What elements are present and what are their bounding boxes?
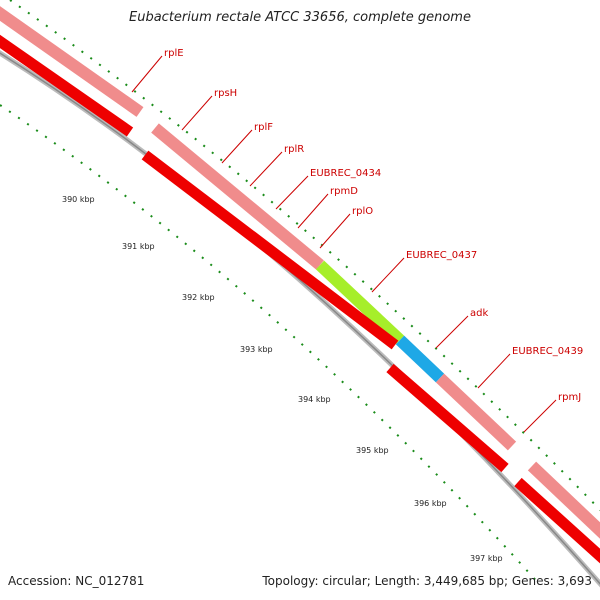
tick-label: 391 kbp <box>122 242 155 251</box>
map-title: Eubacterium rectale ATCC 33656, complete… <box>129 10 471 25</box>
gene-segment <box>527 461 600 539</box>
gene-label: EUBREC_0437 <box>406 250 477 261</box>
gene-band-outer <box>0 6 600 539</box>
gene-band-inner <box>0 34 600 564</box>
gene-segment <box>151 123 324 270</box>
gene-arrow <box>0 34 134 137</box>
label-leaders <box>131 55 557 433</box>
gene-label: rpmD <box>330 186 358 197</box>
gene-arrow <box>141 150 399 350</box>
tick-label: 390 kbp <box>62 195 95 204</box>
gene-label: rplF <box>254 122 273 133</box>
tick-label: 392 kbp <box>182 293 215 302</box>
gene-label: EUBREC_0439 <box>512 346 583 357</box>
gene-segment <box>0 6 144 117</box>
outer-ring <box>9 0 600 512</box>
accession-label: Accession: NC_012781 <box>8 574 145 588</box>
gene-segment <box>315 260 405 345</box>
gene-label: EUBREC_0434 <box>310 168 381 179</box>
gene-label: rpsH <box>214 88 237 99</box>
tick-label: 393 kbp <box>240 345 273 354</box>
genome-backbone <box>0 50 600 588</box>
tick-labels: 390 kbp 391 kbp 392 kbp 393 kbp 394 kbp … <box>62 195 503 563</box>
gene-label: rplR <box>284 144 304 155</box>
topology-label: Topology: circular; Length: 3,449,685 bp… <box>262 574 592 588</box>
gene-label: adk <box>470 308 488 319</box>
gene-arrow <box>386 363 509 473</box>
gene-label: rplE <box>164 48 184 59</box>
gene-labels: rplE rpsH rplF rplR EUBREC_0434 rpmD rpl… <box>164 48 583 403</box>
tick-label: 397 kbp <box>470 554 503 563</box>
genome-backbone-line <box>0 52 600 585</box>
gene-segment <box>395 335 445 383</box>
gene-label: rplO <box>352 206 373 217</box>
gene-segment <box>435 373 517 451</box>
gene-arrow <box>514 477 600 564</box>
tick-label: 395 kbp <box>356 446 389 455</box>
gene-label: rpmJ <box>558 392 581 403</box>
tick-label: 394 kbp <box>298 395 331 404</box>
tick-label: 396 kbp <box>414 499 447 508</box>
